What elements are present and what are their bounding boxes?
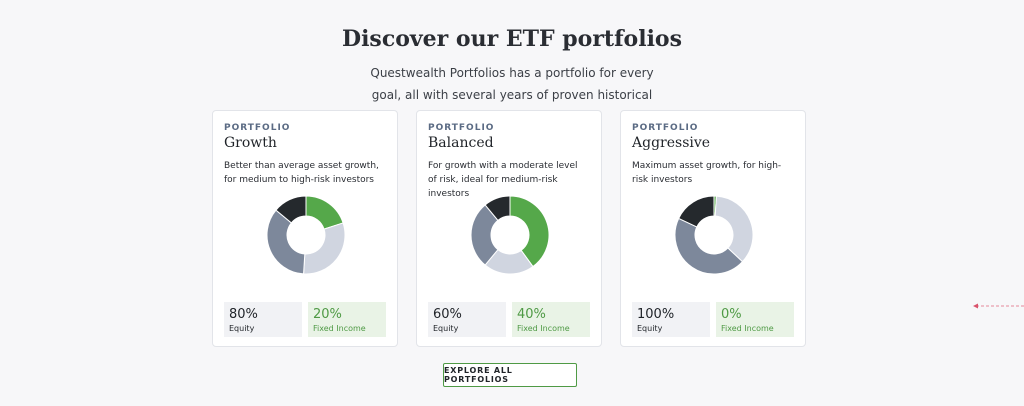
equity-label: Equity	[229, 324, 255, 333]
donut-chart	[266, 195, 346, 275]
fixed-income-box: 20% Fixed Income	[308, 302, 386, 337]
donut-chart	[674, 195, 754, 275]
equity-value: 80%	[229, 307, 258, 322]
donut-segment	[714, 195, 754, 263]
equity-box: 60% Equity	[428, 302, 506, 337]
equity-box: 80% Equity	[224, 302, 302, 337]
explore-button[interactable]: EXPLORE ALL PORTFOLIOS	[443, 363, 577, 387]
portfolio-name: Aggressive	[632, 135, 711, 151]
description: Better than average asset growth, for me…	[224, 161, 379, 185]
donut-segment	[266, 209, 306, 275]
title: Discover our ETF portfolios	[342, 26, 682, 52]
description: For growth with a moderate level of risk…	[428, 161, 578, 199]
equity-box: 100% Equity	[632, 302, 710, 337]
portfolio-card: PORTFOLIO Balanced For growth with a moder…	[416, 110, 602, 347]
donut-chart	[470, 195, 550, 275]
fixed-income-label: Fixed Income	[721, 324, 774, 333]
fixed-income-value: 0%	[721, 307, 742, 322]
fixed-income-label: Fixed Income	[517, 324, 570, 333]
description: Maximum asset growth, for high-risk inve…	[632, 161, 782, 185]
donut-segment	[305, 195, 344, 230]
kicker: PORTFOLIO	[428, 123, 495, 133]
decor-arrow	[973, 303, 1024, 309]
portfolio-name: Balanced	[428, 135, 494, 151]
portfolio-card: PORTFOLIO Growth Better than average asset…	[212, 110, 398, 347]
donut-segment	[484, 195, 511, 222]
fixed-income-box: 0% Fixed Income	[716, 302, 794, 337]
fixed-income-value: 40%	[517, 307, 546, 322]
fixed-income-label: Fixed Income	[313, 324, 366, 333]
kicker: PORTFOLIO	[632, 123, 699, 133]
donut-segment	[678, 195, 715, 228]
donut-segment	[674, 217, 744, 275]
equity-label: Equity	[433, 324, 459, 333]
donut-segment	[509, 195, 550, 268]
fixed-income-value: 20%	[313, 307, 342, 322]
equity-value: 100%	[637, 307, 675, 322]
kicker: PORTFOLIO	[224, 123, 291, 133]
portfolio-name: Growth	[224, 135, 277, 151]
portfolio-card: PORTFOLIO Aggressive Maximum asset growth,…	[620, 110, 806, 347]
donut-segment	[275, 195, 307, 224]
equity-label: Equity	[637, 324, 663, 333]
equity-value: 60%	[433, 307, 462, 322]
fixed-income-box: 40% Fixed Income	[512, 302, 590, 337]
donut-segment	[303, 222, 346, 275]
